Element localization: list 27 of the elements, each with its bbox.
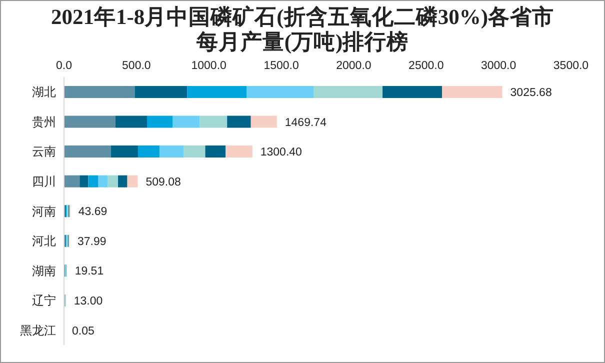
y-tick-label: 云南 xyxy=(32,144,56,159)
total-label: 3025.68 xyxy=(510,87,552,100)
total-label: 0.05 xyxy=(72,325,94,338)
x-tick-label: 2000.0 xyxy=(336,60,372,72)
y-tick-label: 辽宁 xyxy=(32,294,56,308)
x-tick-label: 1000.0 xyxy=(191,60,226,72)
chart-title: 2021年1-8月中国磷矿石(折含五氧化二磷30%)各省市每月产量(万吨)排行榜 xyxy=(50,5,555,55)
y-tick-label: 贵州 xyxy=(32,114,56,129)
total-label: 509.08 xyxy=(146,176,181,188)
x-tick-label: 3500.0 xyxy=(553,60,589,72)
total-label: 37.99 xyxy=(78,236,106,248)
y-tick-label: 黑龙江 xyxy=(20,323,56,338)
y-tick-label: 河南 xyxy=(32,204,56,218)
total-label: 19.51 xyxy=(74,266,104,278)
x-tick-label: 3000.0 xyxy=(480,60,516,72)
y-tick-label: 湖北 xyxy=(32,85,56,100)
total-label: 43.69 xyxy=(78,206,108,218)
total-label: 1300.40 xyxy=(260,146,302,159)
x-tick-label: 1500.0 xyxy=(264,60,299,72)
y-tick-label: 四川 xyxy=(32,174,56,188)
x-tick-label: 0.0 xyxy=(56,60,72,72)
x-tick-label: 2500.0 xyxy=(408,60,444,72)
y-tick-label: 湖南 xyxy=(32,264,56,278)
total-label: 1469.74 xyxy=(284,116,328,129)
total-label: 13.00 xyxy=(74,296,103,308)
x-tick-label: 500.0 xyxy=(122,60,151,72)
y-tick-label: 河北 xyxy=(32,234,56,248)
